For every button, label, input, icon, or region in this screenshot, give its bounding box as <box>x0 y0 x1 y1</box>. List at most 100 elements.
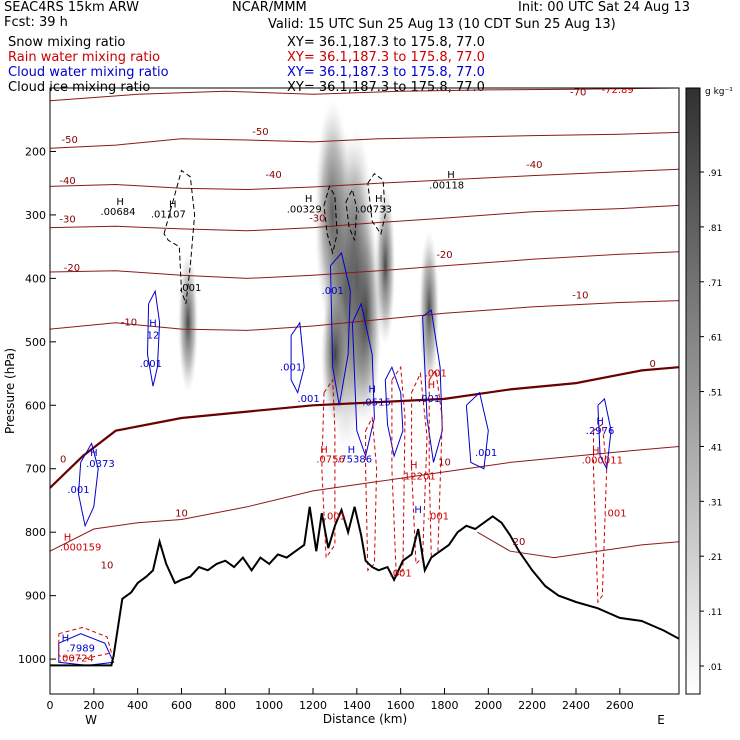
rain-water-contour <box>391 365 406 578</box>
x-tick-label: 600 <box>171 699 192 712</box>
isotherm-line <box>50 88 679 102</box>
contour-label: 0 <box>60 454 66 465</box>
cloud-water-contour <box>384 365 404 458</box>
contour-label: 10 <box>101 560 114 571</box>
colorbar-tick-label: .01 <box>708 663 722 673</box>
endpoint-east: E <box>657 713 665 727</box>
contour-label: -40 <box>265 170 281 181</box>
contour-label: .000159 <box>60 543 101 554</box>
cloud-water-contour <box>146 289 161 387</box>
contour-label: .01107 <box>151 209 186 220</box>
x-tick-label: 1600 <box>387 699 415 712</box>
contour-label: .00684 <box>100 207 135 218</box>
contour-label: .001 <box>140 359 162 370</box>
contour-label: H <box>149 319 157 330</box>
y-axis-label: Pressure (hPa) <box>3 348 17 434</box>
field-snow-name: Snow mixing ratio <box>8 35 126 50</box>
terrain-profile <box>50 506 679 667</box>
x-tick-label: 0 <box>47 699 54 712</box>
isotherm-line <box>50 204 679 232</box>
contour-label: H <box>348 445 356 456</box>
contour-label: -10 <box>121 317 137 328</box>
colorbar-tick-label: .51 <box>708 389 722 399</box>
isotherm-line <box>477 531 679 559</box>
contour-label: .2976 <box>586 426 615 437</box>
x-tick-label: 2200 <box>518 699 546 712</box>
x-axis-label: Distance (km) <box>323 712 407 726</box>
colorbar-tick-label: .31 <box>708 498 722 508</box>
contour-label: .00329 <box>287 204 322 215</box>
forecast-hour: Fcst: 39 h <box>4 15 68 30</box>
contour-label: .001 <box>324 511 346 522</box>
valid-time: Valid: 15 UTC Sun 25 Aug 13 (10 CDT Sun … <box>268 17 616 32</box>
contour-label: -40 <box>526 160 542 171</box>
contour-label: -70 <box>570 88 586 99</box>
contour-label: .001 <box>427 511 449 522</box>
contour-label: 20 <box>513 537 526 548</box>
colorbar-tick-label: .61 <box>708 334 722 344</box>
rain-water-contour <box>428 369 443 559</box>
init-time: Init: 00 UTC Sat 24 Aug 13 <box>518 0 691 15</box>
y-axis-ticks: 200 300 400 500 600 700 800 900 1000 <box>18 145 56 666</box>
contour-label: .001 <box>418 394 440 405</box>
center-name: NCAR/MMM <box>232 0 307 15</box>
field-snow: Snow mixing ratio <box>8 35 125 50</box>
contour-label: .001 <box>297 394 319 405</box>
isotherm-line <box>50 366 679 489</box>
colorbar-unit: g kg⁻¹ <box>705 87 733 97</box>
colorbar-ramp <box>685 87 701 695</box>
contour-label: 12 <box>147 331 160 342</box>
rain-water-contour <box>58 626 113 660</box>
contour-label: -20 <box>64 263 80 274</box>
isotherm-line <box>50 168 679 191</box>
y-tick-label: 300 <box>25 209 46 222</box>
plot-frame <box>49 87 680 695</box>
snow-plume <box>349 206 382 427</box>
contour-label: .12201 <box>401 472 436 483</box>
field-snow-xy: XY= 36.1,187.3 to 175.8, 77.0 <box>287 35 485 50</box>
colorbar-tick-label: .21 <box>708 553 722 563</box>
colorbar-tick-label: .11 <box>708 608 722 618</box>
contour-label: H <box>320 445 328 456</box>
x-tick-label: 1400 <box>343 699 371 712</box>
x-tick-label: 1000 <box>255 699 283 712</box>
cloud-water-contour <box>58 633 115 666</box>
cloud-water-contour <box>351 302 375 458</box>
contour-label: H <box>428 380 436 391</box>
colorbar-tick-label: .91 <box>708 169 722 179</box>
cloud-water-contour <box>330 251 351 406</box>
terrain-line <box>50 506 679 667</box>
contour-label: -10 <box>572 291 588 302</box>
contour-label: -30 <box>59 215 75 226</box>
contour-label: .75386 <box>337 454 372 465</box>
contour-label: H <box>414 505 422 516</box>
contour-label: -40 <box>59 176 75 187</box>
colorbar-tick-label: .71 <box>708 279 722 289</box>
field-cloud: Cloud water mixing ratio <box>8 65 169 80</box>
contour-label: .001 <box>322 286 344 297</box>
contour-label: -72.89 <box>602 85 634 96</box>
contour-label: H <box>116 197 124 208</box>
contour-label: H <box>169 199 177 210</box>
contour-label: .0515 <box>362 397 391 408</box>
contour-label: H <box>592 446 600 457</box>
snow-contour <box>367 172 386 236</box>
contour-label: H <box>90 448 98 459</box>
contour-label: .001 <box>280 362 302 373</box>
contour-label: -30 <box>309 213 325 224</box>
y-tick-label: 900 <box>25 590 46 603</box>
contour-label: H <box>410 461 418 472</box>
contour-label: H <box>447 170 455 181</box>
hydrometeor-contours <box>58 169 612 666</box>
contour-label: -20 <box>436 250 452 261</box>
isotherm-line <box>50 446 679 552</box>
x-tick-label: 400 <box>127 699 148 712</box>
x-tick-label: 2600 <box>606 699 634 712</box>
contour-label: .7989 <box>66 643 95 654</box>
contour-label: .000011 <box>582 456 623 467</box>
colorbar-tick-label: .41 <box>708 443 722 453</box>
rain-water-contour <box>593 423 608 604</box>
contour-label: H <box>375 194 383 205</box>
contour-label: 10 <box>175 508 188 519</box>
